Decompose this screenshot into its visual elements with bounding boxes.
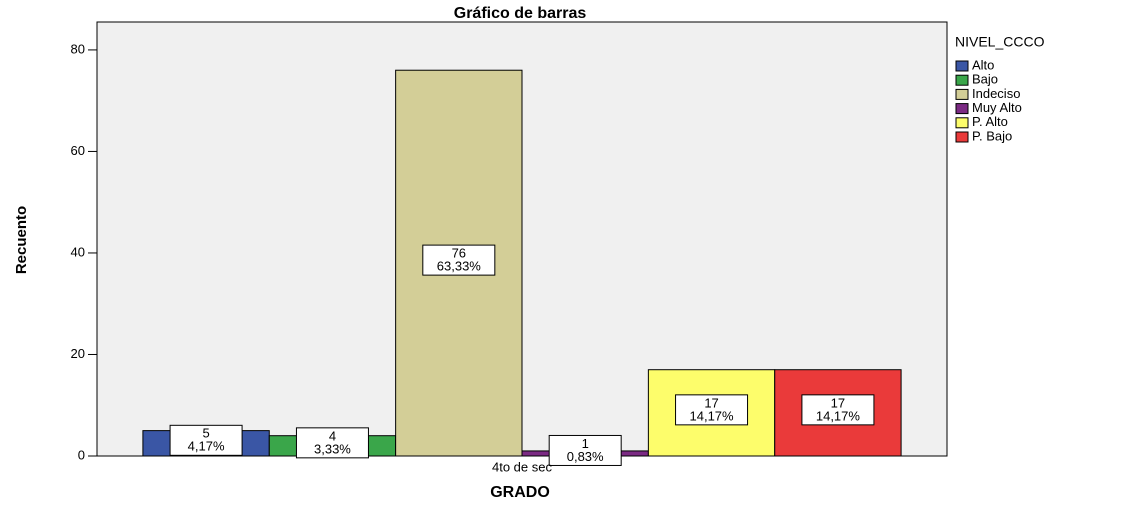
- data-label-box: [548, 434, 622, 466]
- data-label-box: [675, 394, 749, 426]
- y-axis-label: Recuento: [13, 206, 30, 274]
- data-label: 17: [704, 395, 718, 410]
- legend-label: Alto: [972, 57, 994, 72]
- percent-label: 63,33%: [437, 259, 482, 274]
- y-tick-label: 80: [71, 41, 85, 56]
- data-label-box: [422, 244, 496, 276]
- legend-title: NIVEL_CCCO: [955, 34, 1045, 50]
- data-label: 17: [831, 395, 845, 410]
- y-tick-label: 40: [71, 244, 85, 259]
- legend-swatch: [955, 60, 969, 72]
- y-tick-label: 60: [71, 143, 85, 158]
- legend-label: P. Bajo: [972, 128, 1012, 143]
- legend-swatch: [955, 117, 969, 129]
- x-tick-label: 4to de sec: [492, 459, 552, 474]
- legend-swatch: [955, 88, 969, 100]
- data-label-box: [295, 427, 369, 459]
- data-label: 4: [329, 428, 336, 443]
- percent-label: 4,17%: [188, 439, 225, 454]
- legend-swatch: [955, 74, 969, 86]
- data-label: 1: [582, 436, 589, 451]
- legend-swatch: [955, 131, 969, 143]
- y-tick-label: 20: [71, 346, 85, 361]
- data-label: 5: [202, 426, 209, 441]
- legend-label: Muy Alto: [972, 100, 1022, 115]
- legend-label: P. Alto: [972, 114, 1008, 129]
- data-label-box: [169, 424, 243, 456]
- x-axis-label: GRADO: [490, 484, 550, 501]
- percent-label: 14,17%: [816, 408, 861, 423]
- data-label-box: [801, 394, 875, 426]
- y-tick-label: 0: [78, 447, 85, 462]
- legend-label: Bajo: [972, 72, 998, 87]
- data-label: 76: [452, 246, 466, 261]
- chart-title: Gráfico de barras: [454, 5, 587, 22]
- legend-swatch: [955, 103, 969, 115]
- percent-label: 14,17%: [690, 408, 735, 423]
- legend-label: Indeciso: [972, 86, 1020, 101]
- percent-label: 0,83%: [567, 449, 604, 464]
- percent-label: 3,33%: [314, 441, 351, 456]
